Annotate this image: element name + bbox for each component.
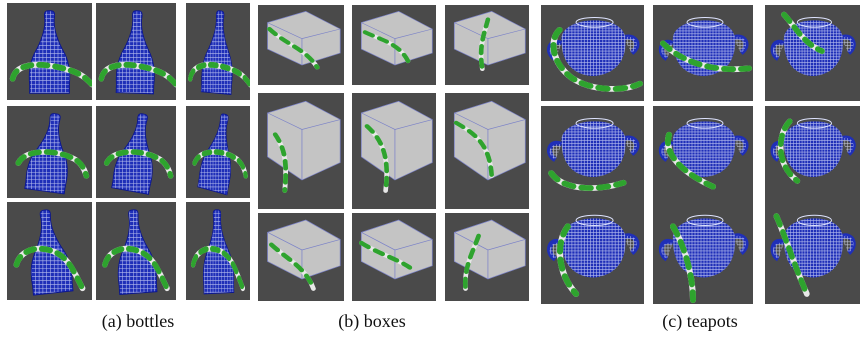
box-render [258,93,344,209]
caption-teapots: (c) teapots [662,311,738,331]
caption-bottles: (a) bottles [101,311,175,331]
teapot-render [653,106,753,202]
bottle-render [186,106,250,198]
teapot-render [765,106,860,202]
box-render [258,213,344,301]
bottle-render [7,106,92,198]
teapot-render [541,5,644,101]
teapot-render [653,202,753,304]
bottle-render [7,3,92,100]
teapot-render [765,5,860,101]
bottle-render [96,3,176,100]
caption-boxes: (b) boxes [338,311,406,331]
box-render [445,5,529,85]
bottle-render [96,106,176,198]
box-render [445,213,529,301]
box-render [352,93,436,209]
bottle-render [96,202,176,300]
box-render [352,5,436,85]
box-render [445,93,529,209]
box-render [352,213,436,301]
teapot-render [541,106,644,202]
bottle-render [186,202,250,300]
teapot-render [765,202,860,304]
bottle-render [7,202,92,300]
teapot-render [653,5,753,101]
box-render [258,5,344,85]
teapot-render [541,202,644,304]
bottle-render [186,3,250,100]
